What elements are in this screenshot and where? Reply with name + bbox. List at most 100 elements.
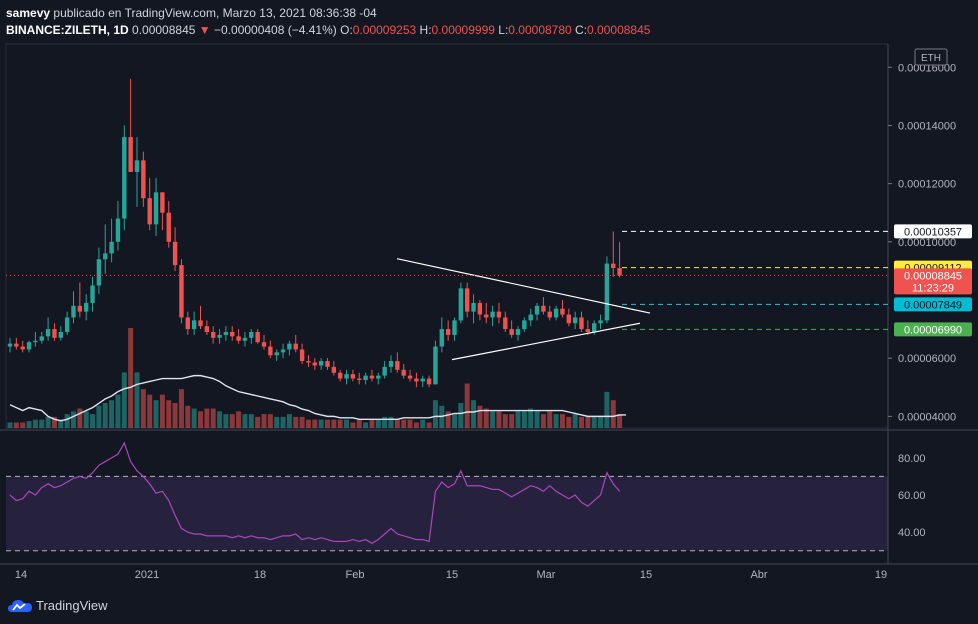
low-label: L: — [498, 23, 509, 37]
volume-bar — [20, 422, 26, 428]
volume-bar — [407, 419, 413, 428]
volume-bar — [217, 411, 223, 428]
volume-bar — [350, 422, 356, 428]
candle-body — [287, 343, 292, 350]
volume-bar — [32, 419, 38, 428]
low-value: 0.00008780 — [508, 23, 572, 37]
candle-body — [52, 329, 57, 338]
price-tick-label: 0.00014000 — [898, 120, 956, 132]
volume-bar — [236, 411, 242, 428]
candle-body — [452, 320, 457, 335]
candle-body — [369, 375, 375, 379]
candle-body — [509, 329, 514, 335]
time-tick-label: 2021 — [135, 569, 159, 581]
time-tick-label: 14 — [15, 569, 27, 581]
candle-body — [585, 329, 591, 332]
candle-body — [604, 263, 610, 321]
volume-bar — [534, 411, 540, 428]
volume-bar — [553, 414, 559, 428]
candle-body — [579, 317, 584, 330]
volume-bar — [45, 416, 51, 428]
candle-body — [217, 334, 222, 338]
candle-body — [103, 253, 108, 260]
candle-body — [96, 259, 102, 286]
candle-body — [299, 349, 305, 362]
volume-bar — [210, 408, 216, 428]
volume-bar — [413, 422, 419, 428]
volume-bar — [255, 416, 261, 428]
volume-bar — [102, 403, 108, 428]
volume-bar — [280, 416, 286, 428]
horizontal-levels[interactable]: 0.000103570.000091120.0000884511:23:290.… — [6, 224, 972, 337]
candle-body — [204, 326, 210, 332]
volume-bar — [51, 416, 57, 428]
volume-bar — [445, 411, 451, 428]
candle-body — [592, 323, 597, 332]
candle-body — [522, 320, 527, 330]
moving-average-line — [9, 374, 626, 422]
time-tick-label: 19 — [875, 569, 887, 581]
trendline-lower — [451, 322, 641, 361]
moving-average — [9, 374, 626, 422]
candle-body — [312, 362, 317, 366]
volume-bar — [509, 414, 515, 428]
candle-body — [84, 302, 89, 312]
countdown-text: 11:23:29 — [912, 282, 954, 294]
cloud-logo-icon — [8, 599, 32, 612]
candle-body — [26, 342, 32, 350]
brand-name: TradingView — [36, 598, 108, 613]
candle-body — [39, 336, 44, 341]
tradingview-logo[interactable]: TradingView — [8, 598, 108, 613]
candle-body — [395, 361, 400, 370]
candle-body — [560, 308, 565, 315]
candle-body — [363, 375, 368, 380]
volume-bar — [153, 400, 159, 428]
volume-bar — [394, 419, 400, 428]
volume-bar — [191, 408, 197, 428]
symbol-label[interactable]: BINANCE:ZILETH, 1D — [6, 23, 129, 37]
volume-bar — [559, 414, 565, 428]
candle-body — [242, 337, 248, 341]
candle-body — [331, 366, 337, 373]
volume-bar — [566, 416, 572, 428]
author-name[interactable]: samevy — [6, 6, 51, 20]
price-label-text: 0.00010357 — [904, 226, 962, 238]
candle-body — [274, 352, 279, 356]
candle-body — [433, 346, 438, 385]
volume-bar — [267, 414, 273, 428]
candle-body — [58, 332, 63, 338]
candle-body — [280, 349, 286, 353]
candle-body — [350, 374, 356, 379]
volume-bar — [140, 389, 146, 428]
volume-bar — [159, 394, 165, 428]
volume-bar — [356, 419, 362, 428]
candle-body — [344, 374, 349, 379]
volume-bar — [261, 414, 267, 428]
candle-body — [598, 320, 603, 324]
candle-body — [566, 314, 571, 324]
axes[interactable]: 0.000160000.000140000.000120000.00010000… — [15, 48, 956, 581]
volume-bar — [604, 391, 610, 428]
trend-lines[interactable] — [396, 258, 651, 361]
candle-body — [77, 305, 83, 312]
volume-bar — [591, 416, 597, 428]
volume-bar — [229, 414, 235, 428]
volume-bar — [64, 414, 70, 428]
candle-body — [420, 378, 425, 382]
volume-bar — [477, 405, 483, 428]
volume-bar — [528, 408, 534, 428]
rsi-tick-label: 60.00 — [898, 490, 926, 502]
volume-bar — [58, 419, 64, 428]
candle-body — [122, 137, 127, 219]
close-label: C: — [575, 23, 588, 37]
candle-body — [490, 311, 495, 318]
volume-bar — [286, 414, 292, 428]
candle-body — [534, 305, 540, 315]
candle-body — [191, 320, 197, 330]
candle-body — [198, 320, 203, 327]
volume-bar — [312, 419, 318, 428]
volume-bar — [204, 408, 210, 428]
volume-bar — [166, 400, 172, 428]
volume-bar — [432, 400, 438, 428]
